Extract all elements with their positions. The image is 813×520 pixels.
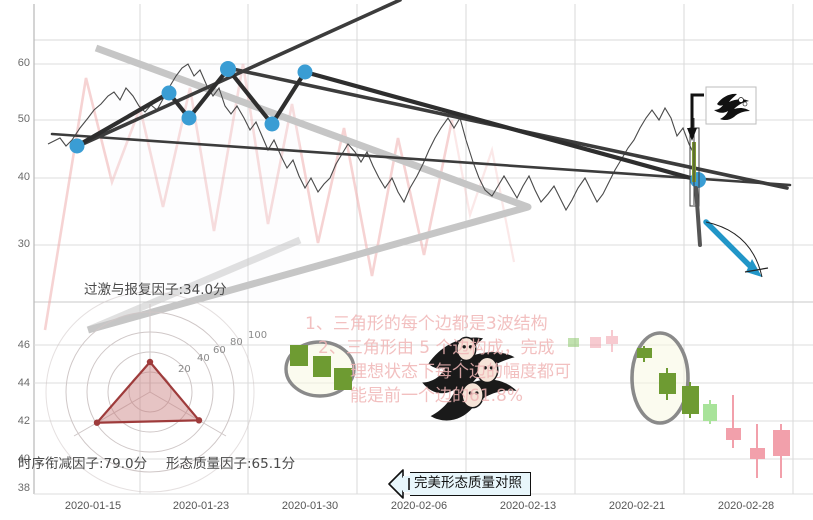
pivot-marker bbox=[161, 85, 177, 101]
upper-descending-trendline bbox=[226, 66, 789, 190]
zigzag-pivot-overlay bbox=[69, 61, 706, 188]
watermark-line-2: 2、三角形由 5 个边构成，完成 bbox=[318, 338, 555, 358]
pivot-marker bbox=[264, 116, 280, 132]
right-pattern-ellipse bbox=[630, 331, 690, 425]
grid-lines bbox=[33, 4, 813, 495]
pivot-marker bbox=[69, 138, 85, 154]
y-tick-indicator: 44 bbox=[17, 377, 30, 389]
pivot-marker bbox=[297, 64, 313, 80]
radar-scale-60: 60 bbox=[213, 345, 226, 356]
pivot-markers bbox=[69, 61, 706, 188]
x-tick: 2020-02-28 bbox=[717, 500, 775, 512]
watermark-line-4: 能是前一个边的61.8% bbox=[350, 386, 524, 406]
candle-body bbox=[773, 430, 790, 456]
radar-axes bbox=[73, 304, 227, 437]
watermark-line-3: 理想状态下每个边的幅度都可 bbox=[350, 362, 571, 382]
callout-label: 完美形态质量对照 bbox=[410, 472, 531, 496]
eagle-thumbnail bbox=[705, 86, 757, 125]
candle-body bbox=[750, 448, 765, 459]
black-down-arrow bbox=[687, 93, 704, 141]
pattern-quality-factor-label: 形态质量因子:65.1分 bbox=[166, 456, 296, 472]
y-tick-price: 60 bbox=[17, 57, 30, 69]
y-tick-price: 30 bbox=[17, 238, 30, 250]
ascending-trendline bbox=[72, 0, 402, 150]
y-tick-indicator: 38 bbox=[17, 482, 30, 494]
x-tick: 2020-01-30 bbox=[281, 500, 339, 512]
x-tick: 2020-01-15 bbox=[64, 500, 122, 512]
y-tick-price: 40 bbox=[17, 171, 30, 183]
time-decay-factor-label: 时序衔减因子:79.0分 bbox=[18, 456, 148, 472]
radar-scale-40: 40 bbox=[197, 353, 210, 364]
right-highlight-cluster bbox=[637, 346, 699, 418]
x-tick: 2020-01-23 bbox=[172, 500, 230, 512]
radar-scale-80: 80 bbox=[230, 337, 243, 348]
candle-body bbox=[659, 373, 676, 394]
candle-body bbox=[568, 338, 579, 347]
support-trendline bbox=[50, 132, 792, 187]
pivot-marker bbox=[220, 61, 236, 77]
trendlines bbox=[50, 0, 792, 190]
overreaction-factor-label: 过激与报复因子:34.0分 bbox=[84, 282, 227, 298]
x-tick: 2020-02-21 bbox=[608, 500, 666, 512]
price-line-series bbox=[47, 63, 694, 212]
candle-body bbox=[726, 428, 741, 440]
y-tick-indicator: 40 bbox=[17, 453, 30, 465]
pivot-marker bbox=[690, 172, 706, 188]
radar-scale-100: 100 bbox=[248, 330, 268, 341]
left-arrow-icon bbox=[388, 469, 410, 499]
blue-projection-arrow bbox=[703, 219, 769, 278]
candle-body bbox=[290, 345, 308, 366]
y-tick-indicator: 42 bbox=[17, 415, 30, 427]
y-tick-price: 50 bbox=[17, 113, 30, 125]
x-tick: 2020-02-06 bbox=[390, 500, 448, 512]
x-tick: 2020-02-13 bbox=[499, 500, 557, 512]
perfect-pattern-callout[interactable]: 完美形态质量对照 bbox=[388, 468, 531, 500]
candle-body bbox=[637, 348, 652, 358]
last-candle-group bbox=[689, 118, 702, 247]
candle-body bbox=[682, 386, 699, 414]
candle-body bbox=[606, 336, 618, 344]
y-tick-indicator: 46 bbox=[17, 339, 30, 351]
radar-scale-20: 20 bbox=[178, 364, 191, 375]
candle-body bbox=[590, 337, 601, 348]
pivot-marker bbox=[181, 110, 197, 126]
candle-body bbox=[703, 404, 717, 421]
watermark-line-1: 1、三角形的每个边都是3波结构 bbox=[305, 314, 548, 334]
